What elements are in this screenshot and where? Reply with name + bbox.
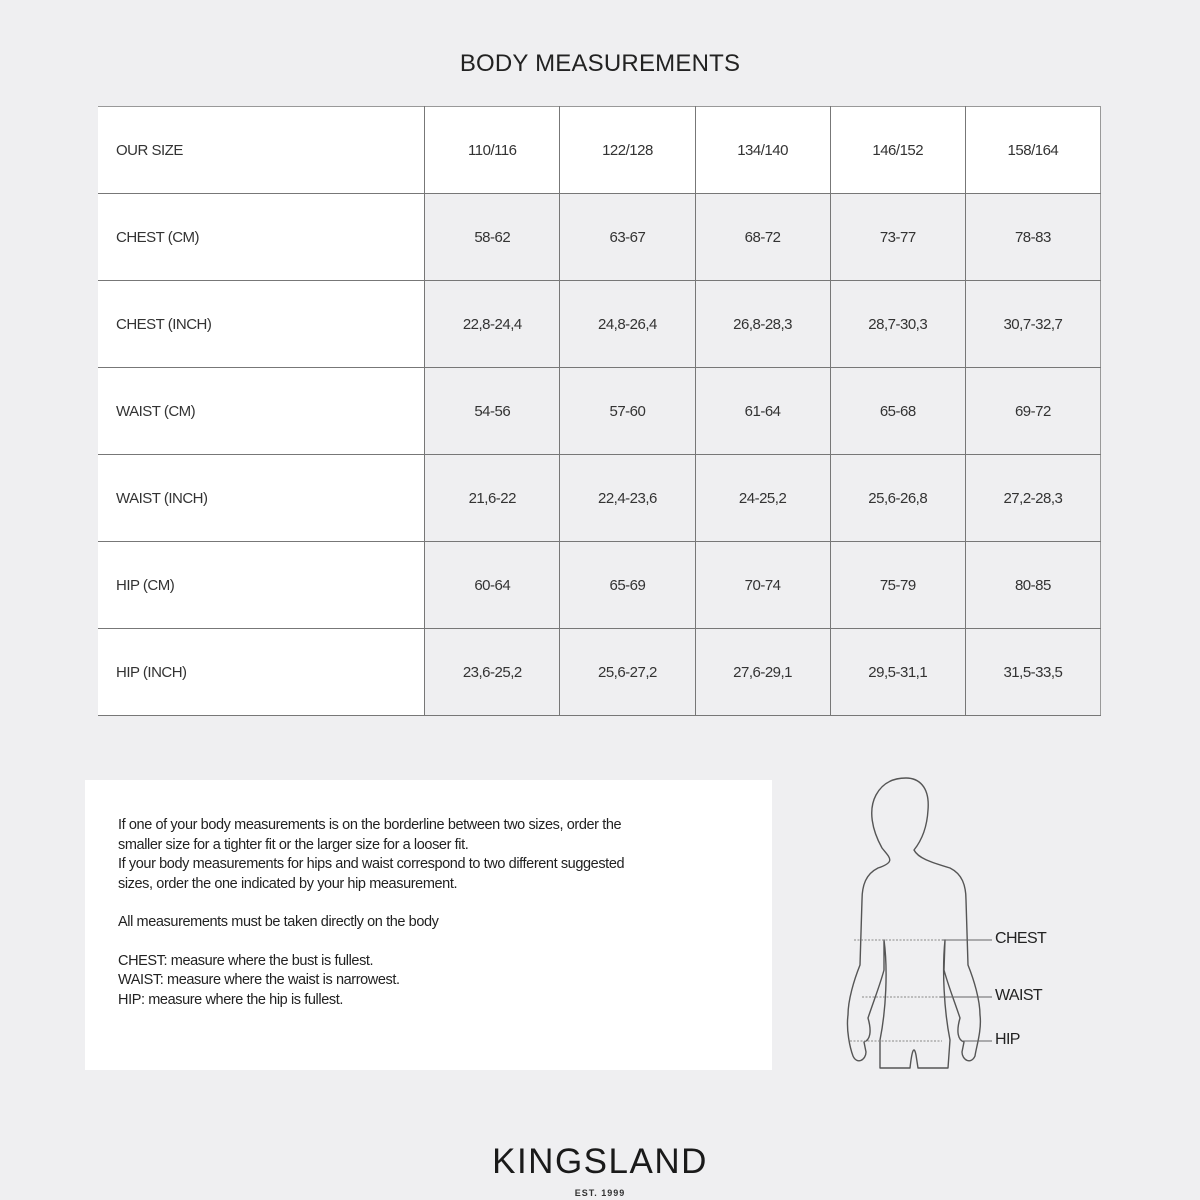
header-label: OUR SIZE: [98, 106, 426, 194]
measurement-cell: 65-69: [559, 541, 696, 629]
measurement-cell: 69-72: [964, 367, 1102, 455]
note-line: sizes, order the one indicated by your h…: [118, 875, 458, 892]
measurement-cell: 27,2-28,3: [964, 454, 1102, 542]
size-table: OUR SIZE 110/116 122/128 134/140 146/152 158/…: [98, 106, 1102, 716]
page-title: BODY MEASUREMENTS: [459, 50, 741, 77]
measurement-notes: If one of your body measurements is on t…: [85, 780, 772, 1070]
measurement-cell: 25,6-26,8: [829, 454, 966, 542]
measurement-cell: 54-56: [424, 367, 561, 455]
measurement-cell: 58-62: [424, 193, 561, 281]
measurement-cell: 22,4-23,6: [559, 454, 696, 542]
chest-instruction: CHEST: measure where the bust is fullest…: [118, 952, 374, 969]
waist-instruction: WAIST: measure where the waist is narrow…: [118, 972, 400, 988]
row-label: HIP (INCH): [98, 628, 426, 716]
note-line: smaller size for a tighter fit or the la…: [118, 836, 469, 853]
measurement-cell: 22,8-24,4: [424, 280, 561, 368]
size-header: 146/152: [829, 106, 966, 194]
row-label: CHEST (CM): [98, 193, 426, 281]
measurement-cell: 21,6-22: [424, 454, 561, 542]
borderline-note: If one of your body measurements is on t…: [118, 816, 758, 894]
row-label: HIP (CM): [98, 541, 426, 629]
chest-label: CHEST: [995, 930, 1047, 947]
table-row: WAIST (INCH) 21,6-22 22,4-23,6 24-25,2 25,6-…: [98, 454, 1102, 542]
brand-logo: KINGSLAND: [492, 1142, 708, 1181]
table-row: CHEST (CM) 58-62 63-67 68-72 73-77 78-83: [98, 193, 1102, 281]
row-label: WAIST (INCH): [98, 454, 426, 542]
measurement-cell: 27,6-29,1: [694, 628, 831, 716]
table-row: CHEST (INCH) 22,8-24,4 24,8-26,4 26,8-28,3 2…: [98, 280, 1102, 368]
row-label: WAIST (CM): [98, 367, 426, 455]
measurement-cell: 31,5-33,5: [964, 628, 1102, 716]
measurement-cell: 57-60: [559, 367, 696, 455]
table-header-row: OUR SIZE 110/116 122/128 134/140 146/152 158/…: [98, 106, 1102, 194]
measurement-cell: 25,6-27,2: [559, 628, 696, 716]
measurement-cell: 61-64: [694, 367, 831, 455]
hip-label: HIP: [995, 1031, 1020, 1048]
measurement-cell: 28,7-30,3: [829, 280, 966, 368]
waist-label: WAIST: [995, 987, 1043, 1004]
measurement-cell: 80-85: [964, 541, 1102, 629]
body-figure: CHEST WAIST HIP: [790, 770, 1080, 1080]
direct-body-note: All measurements must be taken directly …: [118, 914, 439, 930]
table-row: HIP (CM) 60-64 65-69 70-74 75-79 80-85: [98, 541, 1102, 629]
row-label: CHEST (INCH): [98, 280, 426, 368]
measurement-cell: 24-25,2: [694, 454, 831, 542]
size-header: 110/116: [424, 106, 561, 194]
size-header: 122/128: [559, 106, 696, 194]
measurement-cell: 78-83: [964, 193, 1102, 281]
size-header: 158/164: [964, 106, 1102, 194]
table-row: WAIST (CM) 54-56 57-60 61-64 65-68 69-72: [98, 367, 1102, 455]
brand-established: EST. 1999: [574, 1188, 626, 1198]
measurement-cell: 24,8-26,4: [559, 280, 696, 368]
measurement-cell: 29,5-31,1: [829, 628, 966, 716]
measurement-cell: 65-68: [829, 367, 966, 455]
note-line: If one of your body measurements is on t…: [118, 817, 622, 833]
hip-instruction: HIP: measure where the hip is fullest.: [118, 991, 343, 1008]
note-line: If your body measurements for hips and w…: [118, 856, 625, 872]
measurement-cell: 30,7-32,7: [964, 280, 1102, 368]
measurement-cell: 63-67: [559, 193, 696, 281]
table-row: HIP (INCH) 23,6-25,2 25,6-27,2 27,6-29,1 29,…: [98, 628, 1102, 716]
measurement-cell: 23,6-25,2: [424, 628, 561, 716]
measurement-cell: 73-77: [829, 193, 966, 281]
measurement-cell: 26,8-28,3: [694, 280, 831, 368]
body-outline-icon: [846, 777, 992, 1069]
measurement-cell: 68-72: [694, 193, 831, 281]
measurement-cell: 60-64: [424, 541, 561, 629]
size-header: 134/140: [694, 106, 831, 194]
how-to-measure: CHEST: measure where the bust is fullest…: [118, 952, 758, 1011]
measurement-cell: 75-79: [829, 541, 966, 629]
measurement-cell: 70-74: [694, 541, 831, 629]
